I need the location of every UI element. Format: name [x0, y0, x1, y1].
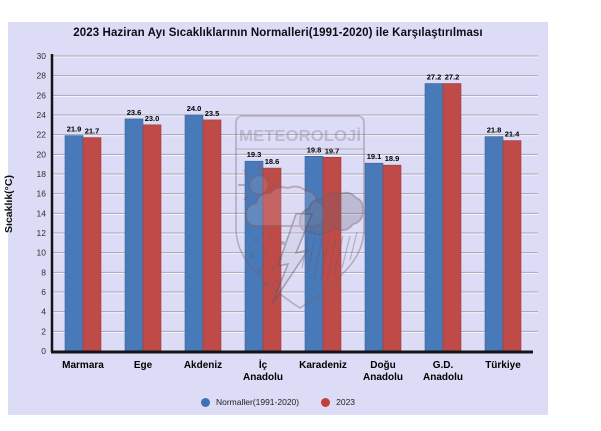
bar-marmara-series-0	[64, 135, 84, 352]
bar-value-label: 21.4	[505, 130, 520, 139]
bar-do-u-anadolu-series-1	[382, 164, 402, 352]
y-tick-label: 0	[41, 346, 46, 356]
x-category-label: Türkiye	[485, 360, 521, 371]
y-tick-label: 22	[37, 130, 47, 140]
y-tick-label: 16	[37, 189, 47, 199]
bar-value-label: 21.7	[85, 127, 100, 136]
bar-value-label: 27.2	[427, 73, 442, 82]
chart-legend: Normaller(1991-2020) 2023	[8, 394, 548, 410]
y-tick-label: 4	[41, 307, 46, 317]
chart-title: 2023 Haziran Ayı Sıcaklıklarının Normall…	[73, 27, 483, 39]
bar-t-rkiye-series-0	[484, 136, 504, 352]
bar-ege-series-0	[124, 118, 144, 352]
bar-value-label: 21.8	[487, 126, 502, 135]
y-tick-label: 26	[37, 90, 47, 100]
y-tick-label: 18	[37, 169, 47, 179]
bar-value-label: 23.6	[127, 108, 142, 117]
y-tick-label: 2	[41, 326, 46, 336]
y-tick-label: 28	[37, 71, 47, 81]
x-category-label: Anadolu	[363, 372, 403, 383]
bar-value-label: 19.7	[325, 146, 340, 155]
bar-value-label: 23.5	[205, 109, 220, 118]
bar-value-label: 27.2	[445, 73, 460, 82]
legend-label: 2023	[336, 397, 356, 407]
legend-marker-icon	[200, 397, 210, 407]
legend-item-1: 2023	[321, 397, 355, 407]
y-tick-label: 10	[37, 248, 47, 258]
bar-do-u-anadolu-series-0	[364, 162, 384, 352]
bar-t-rkiye-series-1	[502, 140, 522, 352]
y-tick-label: 20	[37, 149, 47, 159]
bar-i-anadolu-series-1	[262, 167, 282, 352]
bar-value-label: 23.0	[145, 114, 160, 123]
y-tick-label: 14	[37, 208, 47, 218]
y-tick-label: 6	[41, 287, 46, 297]
bar-value-label: 18.9	[385, 154, 400, 163]
bar-g-d-anadolu-series-1	[442, 83, 462, 352]
x-category-label: Anadolu	[423, 372, 463, 383]
x-category-label: G.D.	[433, 360, 454, 371]
bar-value-label: 19.1	[367, 152, 382, 161]
bar-ege-series-1	[142, 124, 162, 352]
y-tick-label: 8	[41, 267, 46, 277]
bar-value-label: 21.9	[67, 125, 82, 134]
x-category-label: Akdeniz	[184, 360, 222, 371]
bar-value-label: 18.6	[265, 157, 280, 166]
bar-akdeniz-series-1	[202, 119, 222, 352]
bar-g-d-anadolu-series-0	[424, 83, 444, 352]
x-category-label: İç	[259, 358, 268, 371]
x-category-label: Marmara	[62, 360, 104, 371]
x-category-label: Doğu	[370, 360, 396, 371]
legend-label: Normaller(1991-2020)	[215, 397, 300, 407]
bar-karadeniz-series-1	[322, 156, 342, 352]
x-category-label: Karadeniz	[299, 360, 347, 371]
y-tick-label: 24	[37, 110, 47, 120]
bar-value-label: 19.8	[307, 145, 322, 154]
bar-i-anadolu-series-0	[244, 160, 264, 352]
y-tick-label: 12	[37, 228, 47, 238]
bar-karadeniz-series-0	[304, 156, 324, 352]
bar-marmara-series-1	[82, 137, 102, 352]
bar-value-label: 19.3	[247, 150, 262, 159]
x-category-label: Ege	[134, 360, 153, 371]
legend-marker-icon	[321, 397, 331, 407]
x-category-label: Anadolu	[243, 372, 283, 383]
y-tick-label: 30	[37, 51, 47, 61]
legend-item-0: Normaller(1991-2020)	[200, 397, 300, 407]
bar-value-label: 24.0	[187, 104, 202, 113]
bar-akdeniz-series-0	[184, 114, 204, 352]
